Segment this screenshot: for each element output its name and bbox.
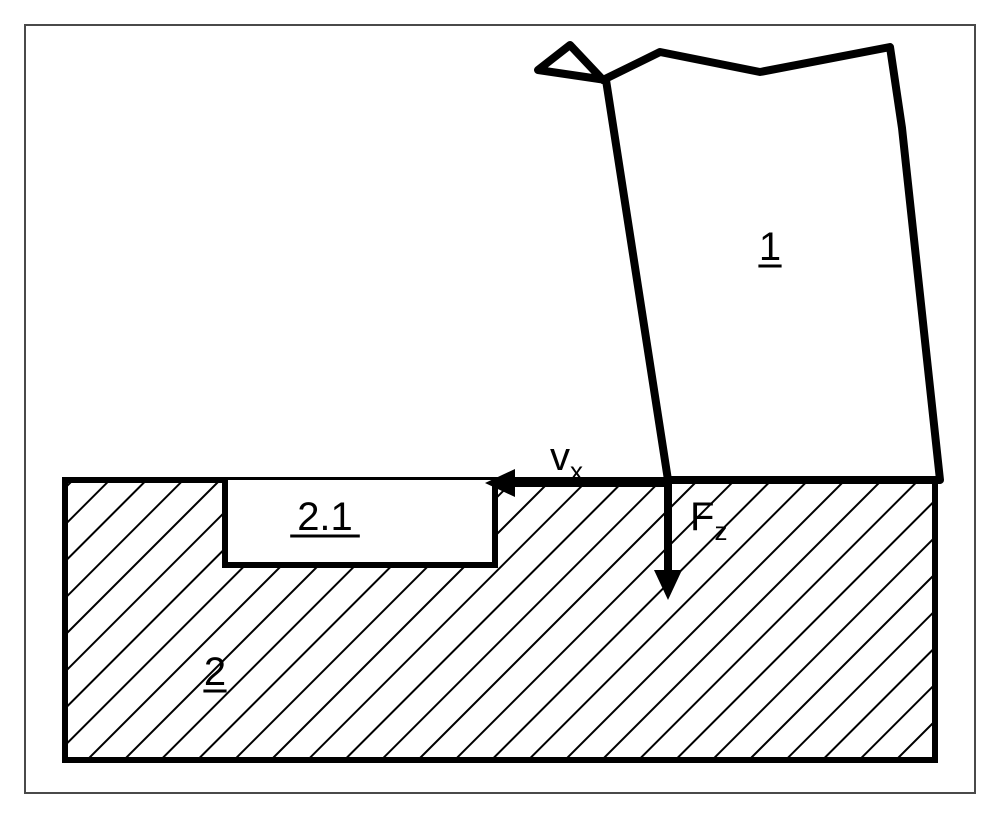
tool-shape [538, 45, 940, 480]
cavity-fill [225, 480, 495, 565]
cavity-label: 2.1 [297, 495, 353, 539]
workpiece-hatch [65, 480, 935, 760]
tool-label: 1 [759, 225, 781, 269]
workpiece-label: 2 [204, 650, 226, 694]
velocity-label: vx [550, 435, 583, 486]
